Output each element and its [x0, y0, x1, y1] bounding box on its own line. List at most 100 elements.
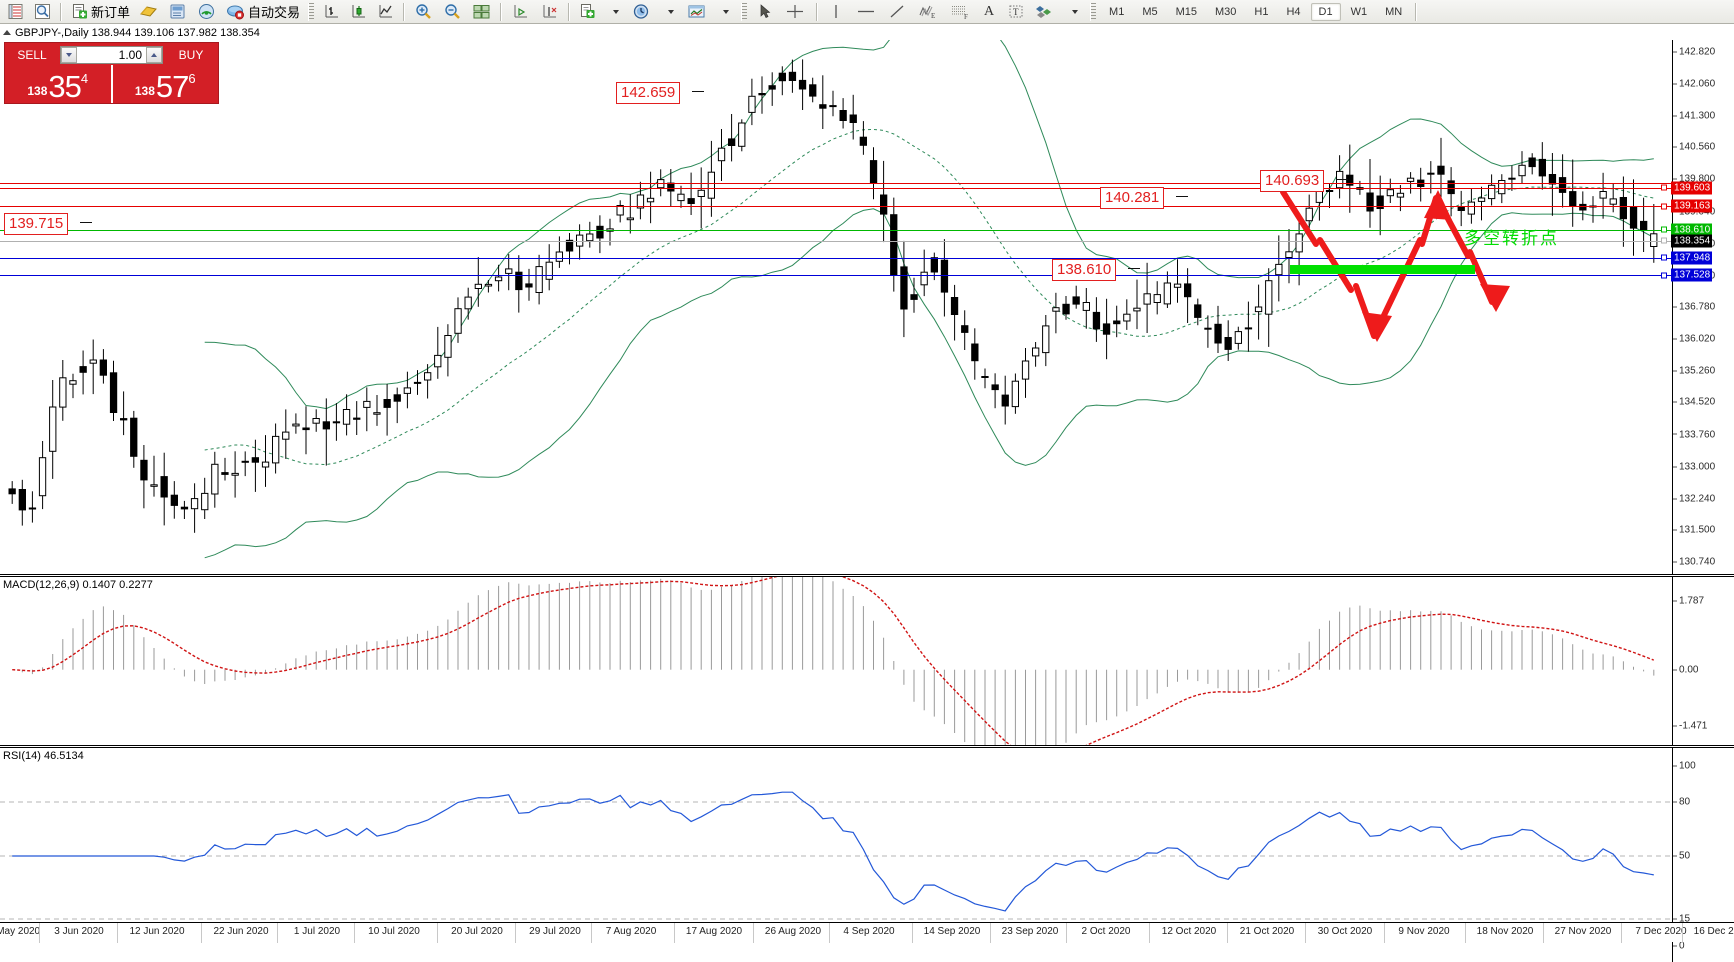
- hand-drawn-annotations[interactable]: [0, 40, 1672, 574]
- price-tag[interactable]: 138.610: [1661, 223, 1713, 237]
- price-annotation-label[interactable]: 138.610: [1052, 259, 1117, 281]
- toolbar-grip-2[interactable]: [741, 2, 748, 21]
- candlestick-chart-button[interactable]: [346, 1, 371, 23]
- elliott-wave-button[interactable]: E: [913, 1, 943, 23]
- price-pane[interactable]: 142.659 139.715 140.281 140.693 138.610 多空转折…: [0, 40, 1734, 574]
- date-tick: 16 Dec 2020: [1693, 926, 1734, 937]
- text-button[interactable]: A: [983, 3, 995, 19]
- bar-chart-button[interactable]: [319, 1, 344, 23]
- sell-price[interactable]: 138 35 4: [5, 65, 111, 103]
- toolbar-grip-3[interactable]: [1090, 2, 1097, 21]
- volume-decrease-button[interactable]: [61, 47, 77, 63]
- macd-plot: [12, 577, 1655, 745]
- timeframe-mn[interactable]: MN: [1385, 5, 1403, 18]
- cursor-button[interactable]: [752, 1, 777, 23]
- periods-button[interactable]: [628, 1, 655, 23]
- indicator-list-dropdown[interactable]: [602, 1, 626, 23]
- timeframe-m1[interactable]: M1: [1109, 5, 1125, 18]
- timeframe-m5[interactable]: M5: [1142, 5, 1158, 18]
- vertical-line-button[interactable]: [823, 1, 849, 23]
- level-line[interactable]: [0, 183, 1672, 184]
- chevron-down-icon: [722, 9, 729, 14]
- line-chart-button[interactable]: [373, 1, 398, 23]
- price-annotation-label[interactable]: 139.715: [4, 213, 69, 235]
- one-click-trading-panel[interactable]: SELL 1.00 BUY 138 35 4 138 57 6: [4, 42, 219, 104]
- chart-area[interactable]: 142.659 139.715 140.281 140.693 138.610 多空转折…: [0, 40, 1734, 962]
- tile-windows-button[interactable]: [468, 1, 495, 23]
- price-tick: 142.060: [1673, 78, 1715, 89]
- price-tag[interactable]: 137.528: [1661, 268, 1713, 282]
- timeframe-h1[interactable]: H1: [1254, 5, 1269, 18]
- buy-price[interactable]: 138 57 6: [110, 65, 219, 103]
- collapse-triangle-icon[interactable]: [3, 30, 11, 35]
- date-axis[interactable]: 5 May 2020 3 Jun 2020 12 Jun 2020 22 Jun 20…: [0, 922, 1734, 943]
- price-tag[interactable]: 139.163: [1661, 199, 1713, 213]
- zoom-out-button[interactable]: [439, 1, 466, 23]
- templates-dropdown[interactable]: [712, 1, 736, 23]
- level-handle[interactable]: [1661, 184, 1667, 191]
- price-tag[interactable]: 137.948: [1661, 251, 1713, 265]
- price-tag[interactable]: 138.354: [1661, 234, 1713, 247]
- sell-price-point: 4: [80, 71, 89, 86]
- level-line[interactable]: [0, 187, 1672, 189]
- price-annotation-label[interactable]: 140.281: [1100, 187, 1165, 209]
- indicators-button[interactable]: [135, 1, 162, 23]
- macd-axis[interactable]: 1.787 0.00 -1.471: [1672, 577, 1734, 745]
- zoom-in-button[interactable]: [410, 1, 437, 23]
- auto-scroll-button[interactable]: [536, 1, 563, 23]
- objects-dropdown[interactable]: [1061, 1, 1085, 23]
- timeframe-d1[interactable]: D1: [1310, 2, 1341, 21]
- periods-dropdown[interactable]: [657, 1, 681, 23]
- toolbar-grip[interactable]: [308, 2, 315, 21]
- level-line[interactable]: [0, 257, 1672, 259]
- templates-button[interactable]: [683, 1, 710, 23]
- level-handle[interactable]: [1661, 272, 1667, 279]
- metaeditor-button[interactable]: [164, 1, 191, 23]
- objects-button[interactable]: [1031, 1, 1059, 23]
- date-tick: 7 Aug 2020: [605, 926, 657, 937]
- trendline-button[interactable]: [883, 1, 911, 23]
- fibonacci-button[interactable]: F: [945, 1, 975, 23]
- volume-increase-button[interactable]: [146, 47, 162, 63]
- level-handle[interactable]: [1661, 237, 1667, 244]
- sell-button[interactable]: SELL: [17, 48, 47, 62]
- autotrading-button[interactable]: 自动交易: [222, 1, 303, 23]
- price-tag[interactable]: 139.603: [1661, 181, 1713, 195]
- price-annotation-label[interactable]: 142.659: [616, 82, 681, 104]
- text-label-button[interactable]: T: [1003, 1, 1029, 23]
- level-line[interactable]: [0, 229, 1672, 231]
- level-line[interactable]: [0, 275, 1672, 277]
- signal-button[interactable]: [193, 1, 220, 23]
- date-gridline: [515, 923, 516, 943]
- level-handle[interactable]: [1661, 226, 1667, 233]
- pane-divider-1[interactable]: [0, 574, 1734, 577]
- price-axis[interactable]: 142.820142.060141.300140.560139.800139.0…: [1661, 40, 1734, 574]
- macd-tick: -1.471: [1673, 721, 1707, 732]
- date-gridline: [354, 923, 355, 943]
- date-gridline: [277, 923, 278, 943]
- price-annotation-label[interactable]: 140.693: [1260, 170, 1325, 192]
- timeframe-h4[interactable]: H4: [1286, 5, 1301, 18]
- chart-shift-button[interactable]: [507, 1, 534, 23]
- crosshair-button[interactable]: [779, 1, 811, 23]
- data-window-button[interactable]: [30, 1, 55, 23]
- market-watch-button[interactable]: [3, 1, 28, 23]
- date-tick: 23 Sep 2020: [1001, 926, 1059, 937]
- timeframe-m15[interactable]: M15: [1175, 5, 1197, 18]
- buy-button[interactable]: BUY: [178, 48, 204, 62]
- pane-divider-2[interactable]: [0, 745, 1734, 748]
- level-handle[interactable]: [1661, 203, 1667, 210]
- date-tick: 5 May 2020: [0, 926, 41, 937]
- timeframe-w1[interactable]: W1: [1350, 5, 1368, 18]
- volume-stepper[interactable]: 1.00: [60, 46, 163, 64]
- indicator-list-button[interactable]: [575, 1, 600, 23]
- volume-value[interactable]: 1.00: [118, 48, 142, 62]
- level-line[interactable]: [0, 240, 1672, 242]
- horizontal-line-button[interactable]: [851, 1, 881, 23]
- level-line[interactable]: [0, 206, 1672, 208]
- new-order-button[interactable]: 新订单: [67, 1, 133, 23]
- macd-pane[interactable]: MACD(12,26,9) 0.1407 0.2277 1.787 0.00 -1.…: [0, 577, 1734, 745]
- level-handle[interactable]: [1661, 254, 1667, 261]
- toolbar-separator-6: [1415, 2, 1418, 21]
- timeframe-m30[interactable]: M30: [1215, 5, 1237, 18]
